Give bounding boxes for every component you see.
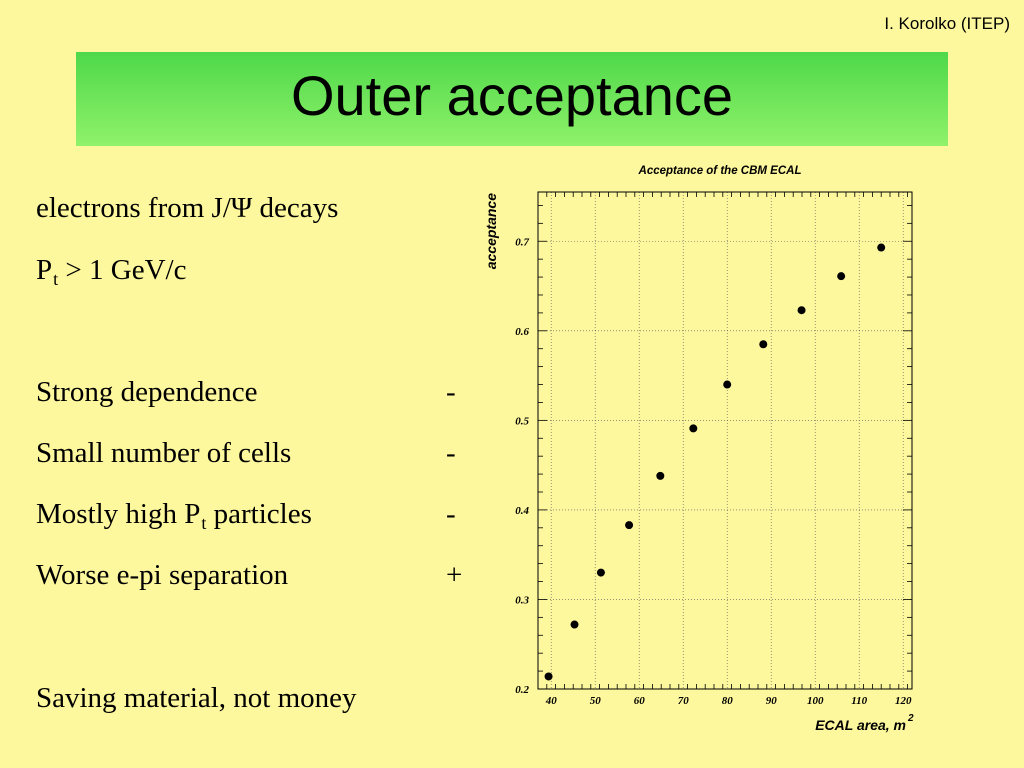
pt-cut-value: > 1 GeV/c (58, 254, 187, 286)
item-high-pt-sign: - (446, 498, 456, 530)
y-tick-label: 0.4 (515, 505, 529, 517)
data-point (689, 424, 698, 433)
x-tick-label: 90 (766, 695, 778, 707)
data-point (596, 568, 605, 577)
pt-symbol: P (36, 254, 53, 286)
item-epi-separation-sign: + (446, 559, 463, 591)
item-high-pt: Mostly high Pt particles (36, 494, 312, 534)
high-pt-subscript: t (201, 513, 207, 533)
data-point (797, 306, 806, 315)
y-tick-label: 0.7 (515, 236, 529, 248)
data-point (570, 620, 579, 629)
item-strong-dependence-sign: - (446, 376, 456, 408)
high-pt-text: Mostly high P (36, 498, 201, 530)
data-point (544, 672, 553, 681)
x-tick-label: 80 (722, 695, 734, 707)
x-tick-label: 100 (807, 695, 824, 707)
x-tick-label: 70 (678, 695, 690, 707)
x-axis-label: ECAL area, m (815, 717, 906, 733)
y-tick-label: 0.3 (515, 594, 529, 606)
title-banner: Outer acceptance (76, 52, 948, 146)
text-line-decays: electrons from J/Ψ decays (36, 192, 339, 224)
text-line-pt-cut: Pt > 1 GeV/c (36, 250, 186, 290)
data-point (759, 340, 768, 349)
footer-statement: Saving material, not money (36, 682, 357, 714)
pt-subscript: t (53, 269, 59, 289)
x-tick-label: 110 (851, 695, 867, 707)
item-small-cells: Small number of cells (36, 437, 292, 469)
y-tick-label: 0.6 (515, 326, 529, 338)
plot-frame (537, 191, 913, 690)
author-label: I. Korolko (ITEP) (884, 14, 1010, 33)
x-axis-label-sup: 2 (907, 713, 914, 724)
data-point (723, 380, 732, 389)
y-axis-label: acceptance (483, 193, 499, 269)
slide-title: Outer acceptance (290, 63, 734, 127)
x-tick-label: 40 (545, 695, 558, 707)
data-point (877, 243, 886, 252)
chart-title: Acceptance of the CBM ECAL (638, 165, 802, 177)
item-epi-separation: Worse e-pi separation (36, 559, 289, 591)
data-point (837, 272, 846, 281)
x-tick-label: 50 (590, 695, 602, 707)
x-tick-label: 120 (895, 695, 912, 707)
y-tick-label: 0.2 (515, 684, 529, 696)
y-tick-label: 0.5 (515, 415, 529, 427)
high-pt-rest: particles (206, 498, 312, 530)
data-point (656, 471, 665, 480)
item-small-cells-sign: - (446, 437, 456, 469)
data-point (625, 521, 634, 530)
item-strong-dependence: Strong dependence (36, 376, 258, 408)
x-tick-label: 60 (634, 695, 646, 707)
